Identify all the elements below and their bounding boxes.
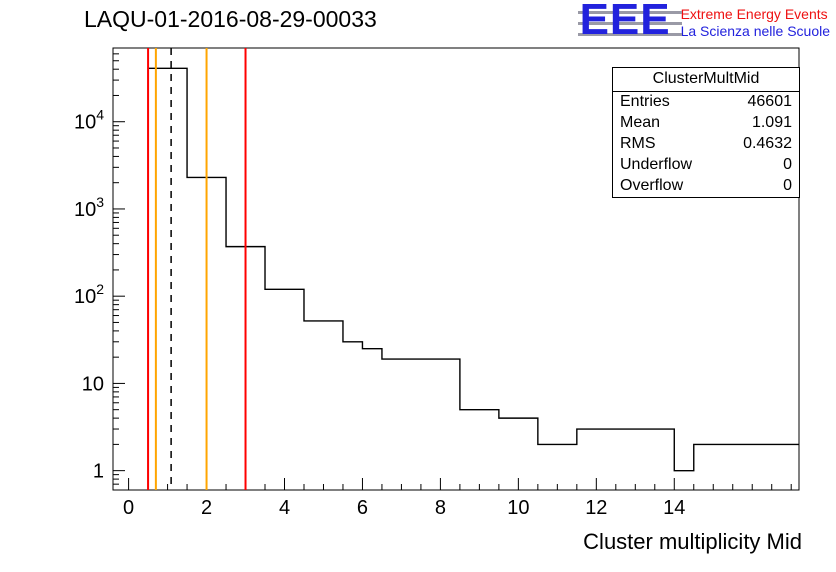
stats-title: ClusterMultMid [613, 68, 799, 92]
stats-row: Overflow 0 [613, 176, 799, 197]
stats-label: Mean [620, 114, 661, 131]
logo-caption-line1: Extreme Energy Events [680, 5, 828, 22]
x-axis-title: Cluster multiplicity Mid [583, 529, 802, 554]
svg-text:103: 103 [74, 194, 104, 221]
logo-stripe [577, 33, 682, 36]
logo-stripe [577, 22, 682, 25]
svg-text:0: 0 [123, 497, 134, 519]
svg-text:2: 2 [201, 497, 212, 519]
eee-logo-mark: EEE [577, 0, 682, 44]
stats-label: Entries [620, 93, 670, 110]
logo-caption-line2: La Scienza nelle Scuole [680, 23, 830, 39]
stats-value: 0.4632 [743, 135, 792, 152]
svg-text:1: 1 [93, 461, 104, 483]
stats-value: 0 [783, 156, 792, 173]
stats-value: 46601 [747, 93, 793, 110]
svg-text:8: 8 [435, 497, 446, 519]
logo-stripe [577, 11, 682, 14]
svg-text:102: 102 [74, 281, 104, 308]
stats-row: RMS 0.4632 [613, 134, 799, 155]
svg-text:4: 4 [279, 497, 290, 519]
stats-label: Overflow [620, 177, 684, 194]
stats-row: Underflow 0 [613, 155, 799, 176]
logo-captions: Extreme Energy Events La Scienza nelle S… [681, 6, 830, 41]
svg-text:10: 10 [507, 497, 529, 519]
eee-logo-text: EEE [579, 0, 671, 44]
stats-row: Mean 1.091 [613, 113, 799, 134]
svg-text:6: 6 [357, 497, 368, 519]
eee-logo: EEE Extreme Energy Events La Scienza nel… [577, 0, 830, 44]
stats-label: RMS [620, 135, 656, 152]
stats-value: 1.091 [751, 114, 792, 131]
svg-text:104: 104 [74, 107, 104, 134]
stats-box: ClusterMultMid Entries 46601 Mean 1.091 … [612, 67, 800, 198]
svg-text:10: 10 [82, 373, 104, 395]
stats-label: Underflow [620, 156, 693, 173]
svg-text:12: 12 [585, 497, 607, 519]
page-title: LAQU-01-2016-08-29-00033 [84, 6, 377, 32]
stats-value: 0 [783, 177, 792, 194]
stats-row: Entries 46601 [613, 92, 799, 113]
svg-text:14: 14 [663, 497, 685, 519]
